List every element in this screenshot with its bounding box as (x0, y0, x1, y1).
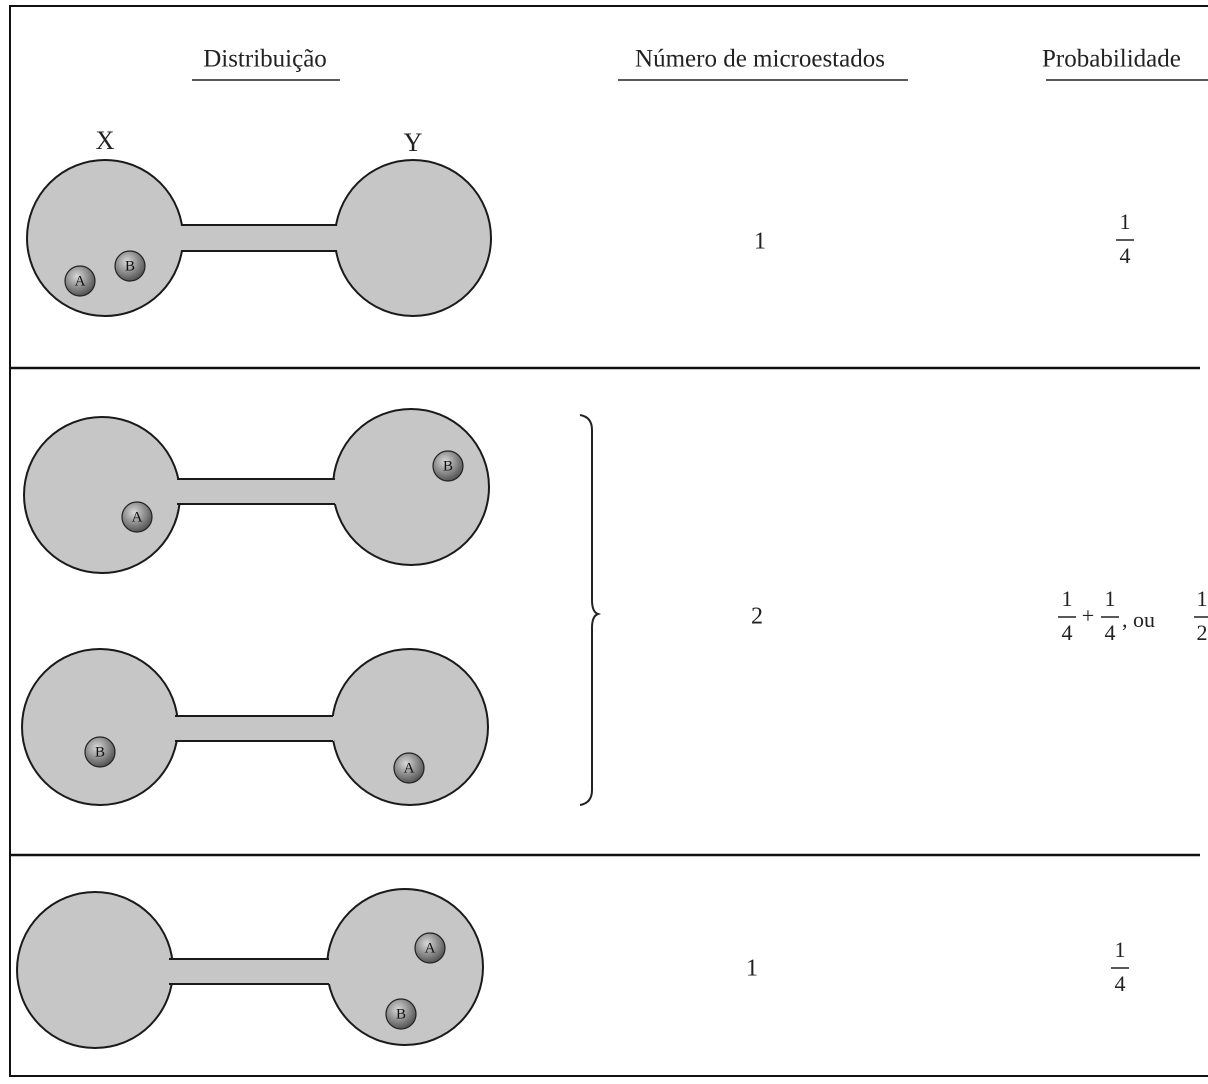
numerator: 1 (1115, 937, 1126, 962)
microstates: 1 (746, 956, 758, 982)
particle-label: A (75, 273, 86, 289)
particle (114, 250, 146, 282)
particle-label: A (132, 509, 143, 525)
particle-label: B (443, 458, 453, 474)
denominator: 4 (1115, 971, 1126, 996)
dumbbell (21, 648, 489, 806)
dumbbell (26, 159, 492, 317)
denominator: 4 (1120, 243, 1131, 268)
denominator: 4 (1062, 620, 1073, 645)
particle (414, 932, 446, 964)
particle (84, 736, 116, 768)
header-microstates: Número de microestados (635, 46, 885, 73)
numerator: 1 (1062, 586, 1073, 611)
flask-label-y: Y (404, 128, 423, 157)
particle-label: B (125, 258, 135, 274)
denominator: 4 (1105, 620, 1116, 645)
microstates: 1 (754, 229, 766, 255)
brace (579, 414, 602, 806)
particle-label: B (95, 744, 105, 760)
denominator: 2 (1197, 620, 1208, 645)
numerator: 1 (1197, 586, 1208, 611)
header-distribution: Distribuição (203, 46, 327, 73)
frame (9, 5, 1208, 1077)
particle-label: A (425, 940, 436, 956)
numerator: 1 (1105, 586, 1116, 611)
particle-label: B (396, 1006, 406, 1022)
dumbbell (16, 888, 484, 1049)
particle (432, 450, 464, 482)
header-probability: Probabilidade (1042, 46, 1181, 73)
particle (64, 265, 96, 297)
numerator: 1 (1120, 209, 1131, 234)
microstates: 2 (751, 604, 763, 630)
operator: + (1082, 603, 1094, 628)
flask-label-x: X (96, 126, 115, 155)
conjunction: , ou (1122, 607, 1155, 632)
particle-label: A (404, 760, 415, 776)
particle (121, 501, 153, 533)
particle (385, 998, 417, 1030)
dumbbell (23, 408, 490, 574)
particle (393, 752, 425, 784)
